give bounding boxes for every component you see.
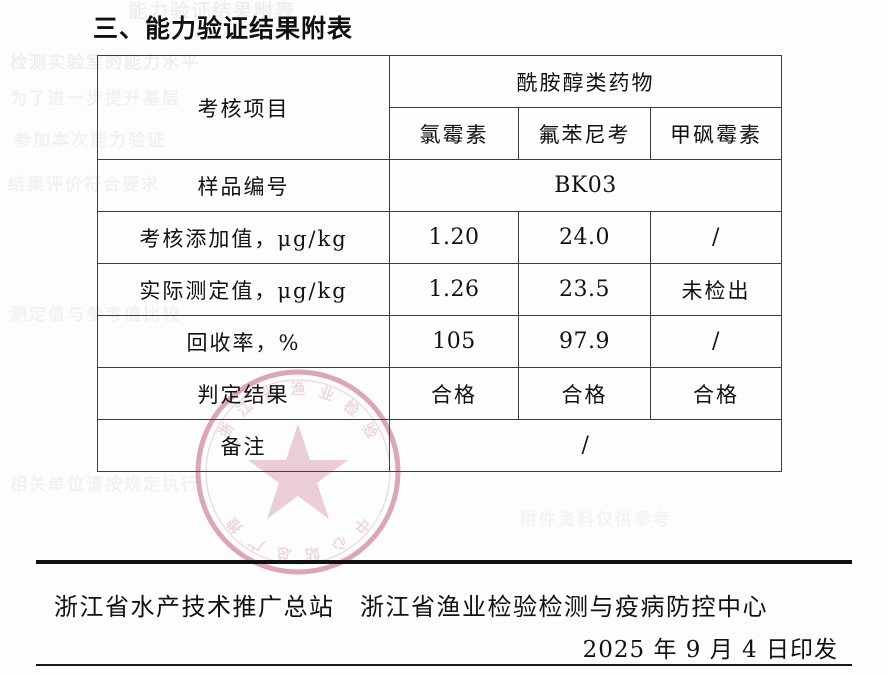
table-row: 考核添加值，μg/kg 1.20 24.0 /: [97, 211, 783, 264]
cell-spiked-thiamphenicol: /: [649, 211, 783, 264]
cell-judgement-chloramphenicol: 合格: [389, 367, 519, 420]
header-analyte-group: 酰胺醇类药物: [388, 55, 783, 108]
footer-organizations: 浙江省水产技术推广总站 浙江省渔业检验检测与疫病防控中心: [54, 593, 768, 621]
table-header-row-group: 考核项目 酰胺醇类药物: [97, 55, 783, 160]
table-row: 判定结果 合格 合格 合格: [97, 367, 783, 420]
header-analyte-2: 氟苯尼考: [518, 107, 651, 160]
cell-recovery-florfenicol: 97.9: [518, 315, 651, 368]
cell-recovery-thiamphenicol: /: [649, 315, 783, 368]
row-label-judgement: 判定结果: [97, 367, 390, 420]
section-title: 三、能力验证结果附表: [93, 14, 354, 43]
svg-text:中: 中: [350, 514, 373, 537]
table-row: 备注 /: [97, 419, 783, 472]
cell-judgement-florfenicol: 合格: [518, 367, 651, 420]
cell-remarks: /: [388, 419, 783, 472]
bleed-through-text: 相关单位请按规定执行: [10, 470, 200, 495]
cell-measured-florfenicol: 23.5: [518, 263, 651, 316]
footer-rule-bottom: [36, 664, 852, 666]
cell-spiked-florfenicol: 24.0: [518, 211, 651, 264]
svg-text:广: 广: [245, 532, 267, 555]
cell-sample-id: BK03: [388, 159, 783, 212]
cell-judgement-thiamphenicol: 合格: [649, 367, 783, 420]
page-footer: 浙江省水产技术推广总站 浙江省渔业检验检测与疫病防控中心 2025 年 9 月 …: [36, 560, 852, 666]
footer-issue-date: 2025 年 9 月 4 日印发: [582, 637, 838, 663]
row-label-recovery-rate: 回收率，%: [97, 315, 390, 368]
header-row-label: 考核项目: [97, 55, 390, 160]
row-label-sample-id: 样品编号: [97, 159, 390, 212]
header-analyte-1: 氯霉素: [389, 107, 519, 160]
table-header-row-analytes: 氯霉素 氟苯尼考 甲砜霉素: [98, 107, 783, 160]
cell-recovery-chloramphenicol: 105: [389, 315, 519, 368]
cell-measured-chloramphenicol: 1.26: [389, 263, 519, 316]
row-label-measured-value: 实际测定值，μg/kg: [97, 263, 390, 316]
cell-spiked-chloramphenicol: 1.20: [389, 211, 519, 264]
capability-verification-results-table: 考核项目 酰胺醇类药物 氯霉素 氟苯尼考 甲砜霉素 样品编号 BK03 考核添加…: [97, 55, 783, 472]
footer-body: 浙江省水产技术推广总站 浙江省渔业检验检测与疫病防控中心 2025 年 9 月 …: [36, 564, 852, 664]
header-analyte-3: 甲砜霉素: [649, 107, 783, 160]
bleed-through-text: 能力验证结果附表: [128, 0, 297, 22]
row-label-spiked-value: 考核添加值，μg/kg: [97, 211, 390, 264]
cell-measured-thiamphenicol: 未检出: [649, 263, 783, 316]
footer-rule-top: [36, 560, 852, 564]
svg-text:推: 推: [223, 514, 246, 537]
table-row: 回收率，% 105 97.9 /: [97, 315, 783, 368]
table-row: 样品编号 BK03: [97, 159, 783, 212]
svg-text:心: 心: [328, 532, 350, 555]
bleed-through-text: 附件资料仅供参考: [520, 505, 672, 530]
table-row: 实际测定值，μg/kg 1.26 23.5 未检出: [97, 263, 783, 316]
row-label-remarks: 备注: [97, 419, 390, 472]
